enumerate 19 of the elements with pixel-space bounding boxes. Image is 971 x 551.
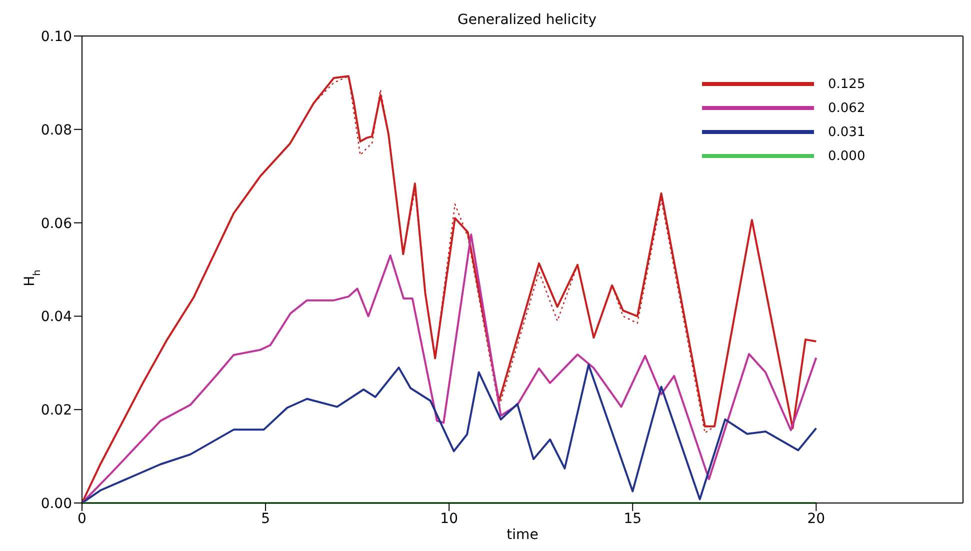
x-axis-title: time [506, 527, 538, 543]
x-tick-label: 10 [440, 510, 458, 527]
y-tick-label: 0.02 [40, 402, 72, 419]
text: 0.031 [828, 124, 866, 140]
text: 0.000 [828, 148, 866, 164]
x-tick-label: 0 [78, 510, 86, 527]
x-tick-label: 5 [261, 510, 270, 527]
line-series [81, 364, 818, 504]
text: 0.125 [828, 76, 866, 92]
chart-title: Generalized helicity [458, 12, 596, 28]
y-tick-label: 0.08 [40, 122, 72, 138]
y-tick-label: 0.10 [40, 28, 72, 45]
x-tick-label: 15 [624, 510, 642, 527]
y-tick-label: 0.04 [40, 309, 72, 326]
y-tick-label: 0.00 [40, 496, 72, 512]
y-tick-label: 0.06 [40, 216, 72, 232]
text: 0.062 [828, 100, 866, 116]
line-series [81, 233, 818, 504]
x-tick-label: 20 [807, 510, 826, 527]
